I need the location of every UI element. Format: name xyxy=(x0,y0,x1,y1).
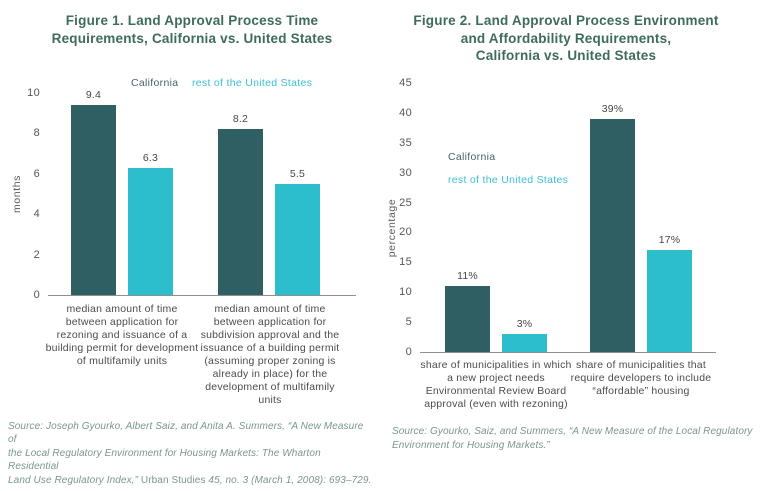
bar-california: 39% xyxy=(590,103,635,352)
figure-2-title: Figure 2. Land Approval Process Environm… xyxy=(413,13,719,63)
bar-rest-of-the-united-states: 3% xyxy=(502,318,547,352)
bar-california: 8.2 xyxy=(218,113,263,295)
figure-2-category-label-1: share of municipalities in which a new p… xyxy=(420,359,572,410)
figure-1-title: Figure 1. Land Approval Process Time Req… xyxy=(51,13,333,46)
figure-2: Figure 2. Land Approval Process Environm… xyxy=(384,0,768,491)
figure-2-bar-group-environmental-review: 11% 3% xyxy=(445,270,547,352)
y-axis-tick-label: 0 xyxy=(405,346,412,358)
bar-rect xyxy=(128,167,173,295)
bar-rect xyxy=(502,334,547,352)
bar-rect xyxy=(445,286,490,352)
y-axis-tick-label: 40 xyxy=(399,106,412,119)
figure-1-category-label-2: median amount of time between applicatio… xyxy=(200,303,340,406)
figure-1: Figure 1. Land Approval Process Time Req… xyxy=(8,13,372,487)
bar-rect xyxy=(275,183,320,295)
figure-2-category-label-2: share of municipalities that require dev… xyxy=(570,359,712,397)
y-axis-tick-label: 5 xyxy=(405,316,412,329)
bar-rect xyxy=(647,250,692,352)
figure-2-legend-rest-of-us: rest of the United States xyxy=(448,174,569,186)
bar-rect xyxy=(590,118,635,352)
figure-2-y-axis-ticks: 0 5 10 15 20 25 30 35 40 45 xyxy=(384,77,412,358)
bar-value-label: 9.4 xyxy=(85,89,102,102)
bar-california: 11% xyxy=(445,270,490,352)
bar-rest-of-the-united-states: 5.5 xyxy=(275,168,320,295)
figure-1-source-citation-tail: 45, no. 3 (March 1, 2008): 693–729. xyxy=(205,474,372,486)
figure-1-legend-california: California xyxy=(131,77,179,89)
y-axis-tick-label: 45 xyxy=(399,77,412,89)
bar-california: 9.4 xyxy=(71,89,116,295)
y-axis-tick-label: 4 xyxy=(33,208,40,221)
bar-rect xyxy=(218,129,263,295)
figure-2-x-axis-line xyxy=(420,352,716,353)
figure-1-source-text-italic: Source: Joseph Gyourko, Albert Saiz, and… xyxy=(8,420,364,486)
bar-value-label: 5.5 xyxy=(289,167,306,180)
figure-1-legend-rest-of-us: rest of the United States xyxy=(192,77,313,89)
bar-value-label: 17% xyxy=(658,234,681,247)
figure-1-bar-group-rezoning: 9.4 6.3 xyxy=(71,89,173,295)
bar-value-label: 3% xyxy=(516,318,533,331)
y-axis-tick-label: 20 xyxy=(399,226,412,239)
figure-2-legend-california: California xyxy=(448,151,496,163)
y-axis-tick-label: 30 xyxy=(399,166,412,179)
bar-rect xyxy=(71,105,116,295)
figure-1-source-journal: Urban Studies xyxy=(140,474,206,486)
y-axis-tick-label: 2 xyxy=(33,248,40,261)
figure-1-bar-group-subdivision: 8.2 5.5 xyxy=(218,113,320,295)
figure-1-plot-area: 9.4 6.3 8.2 5.5 xyxy=(48,89,356,296)
figure-1-y-axis-ticks: 0 2 4 6 8 10 xyxy=(10,87,40,301)
bar-value-label: 11% xyxy=(457,270,478,283)
y-axis-tick-label: 15 xyxy=(399,256,412,269)
y-axis-tick-label: 25 xyxy=(399,196,412,209)
y-axis-tick-label: 0 xyxy=(33,289,40,301)
y-axis-tick-label: 8 xyxy=(33,127,40,140)
y-axis-tick-label: 6 xyxy=(33,167,40,180)
bar-value-label: 39% xyxy=(601,102,624,115)
bar-value-label: 6.3 xyxy=(142,151,159,164)
figure-1-x-axis-line xyxy=(48,295,356,296)
bar-rest-of-the-united-states: 6.3 xyxy=(128,152,173,295)
bar-rest-of-the-united-states: 17% xyxy=(647,234,692,352)
figure-2-bar-group-affordable-housing: 39% 17% xyxy=(590,103,692,352)
y-axis-tick-label: 35 xyxy=(399,136,412,149)
y-axis-tick-label: 10 xyxy=(27,87,40,99)
figure-2-source: Source: Gyourko, Saiz, and Summers, “A N… xyxy=(392,426,753,451)
figure-2-plot-area: 11% 3% 39% 17% xyxy=(420,83,716,353)
figure-1-source: Source: Joseph Gyourko, Albert Saiz, and… xyxy=(8,406,372,487)
y-axis-tick-label: 10 xyxy=(399,286,412,299)
bar-value-label: 8.2 xyxy=(232,113,249,126)
figure-1-category-label-1: median amount of time between applicatio… xyxy=(45,303,199,367)
